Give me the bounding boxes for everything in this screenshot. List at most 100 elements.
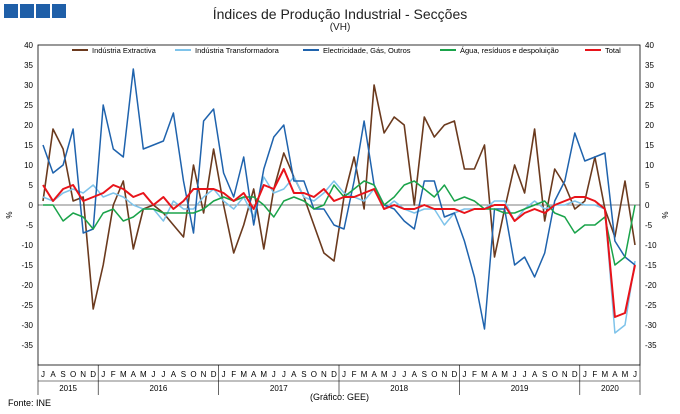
month-label: A bbox=[371, 370, 377, 379]
month-label: J bbox=[151, 370, 155, 379]
y-axis-label-left: % bbox=[5, 211, 14, 218]
y-tick-label-left: -15 bbox=[21, 261, 33, 270]
series-line-total bbox=[42, 168, 636, 318]
month-label: M bbox=[622, 370, 629, 379]
source-note: Fonte: INE bbox=[8, 398, 52, 408]
logo-square-2 bbox=[20, 4, 34, 18]
month-label: S bbox=[181, 370, 186, 379]
month-label: A bbox=[131, 370, 137, 379]
month-label: J bbox=[342, 370, 346, 379]
y-tick-label-left: 35 bbox=[24, 61, 33, 70]
year-label: 2017 bbox=[270, 384, 288, 393]
month-label: O bbox=[311, 370, 317, 379]
month-label: D bbox=[331, 370, 337, 379]
y-tick-label-right: 0 bbox=[645, 201, 650, 210]
logo-square-4 bbox=[52, 4, 66, 18]
month-label: F bbox=[592, 370, 597, 379]
y-tick-label-right: -15 bbox=[645, 261, 657, 270]
month-label: N bbox=[441, 370, 447, 379]
month-label: J bbox=[523, 370, 527, 379]
legend-label-extractive: Indústria Extractiva bbox=[92, 46, 157, 55]
legend-label-electricity: Electricidade, Gás, Outros bbox=[323, 46, 411, 55]
month-label: N bbox=[80, 370, 86, 379]
chart-title: Índices de Produção Industrial - Secções bbox=[212, 6, 468, 22]
y-tick-label-left: -30 bbox=[21, 321, 33, 330]
month-label: D bbox=[90, 370, 96, 379]
month-label: D bbox=[211, 370, 217, 379]
month-label: M bbox=[381, 370, 388, 379]
month-label: M bbox=[120, 370, 127, 379]
y-tick-label-right: 40 bbox=[645, 41, 654, 50]
y-tick-label-left: -35 bbox=[21, 341, 33, 350]
month-label: J bbox=[392, 370, 396, 379]
month-label: F bbox=[231, 370, 236, 379]
month-label: J bbox=[633, 370, 637, 379]
month-label: N bbox=[562, 370, 568, 379]
month-label: O bbox=[190, 370, 196, 379]
legend-label-water: Água, resíduos e despoluição bbox=[460, 46, 559, 55]
month-label: S bbox=[60, 370, 65, 379]
series-line-electricity bbox=[42, 68, 636, 330]
y-tick-label-left: 40 bbox=[24, 41, 33, 50]
y-axis-label-right: % bbox=[661, 211, 670, 218]
month-label: J bbox=[222, 370, 226, 379]
month-label: S bbox=[301, 370, 306, 379]
month-label: N bbox=[321, 370, 327, 379]
y-tick-label-left: -25 bbox=[21, 301, 33, 310]
series-line-extractive bbox=[42, 84, 636, 310]
month-label: M bbox=[361, 370, 368, 379]
month-label: S bbox=[542, 370, 547, 379]
month-label: A bbox=[50, 370, 56, 379]
month-label: D bbox=[451, 370, 457, 379]
month-label: M bbox=[481, 370, 488, 379]
month-label: O bbox=[552, 370, 558, 379]
y-tick-label-right: -25 bbox=[645, 301, 657, 310]
y-tick-label-left: -10 bbox=[21, 241, 33, 250]
month-label: D bbox=[572, 370, 578, 379]
month-label: J bbox=[41, 370, 45, 379]
y-tick-label-right: -35 bbox=[645, 341, 657, 350]
month-label: J bbox=[101, 370, 105, 379]
y-tick-label-left: 25 bbox=[24, 101, 33, 110]
year-label: 2016 bbox=[150, 384, 168, 393]
month-label: M bbox=[501, 370, 508, 379]
month-label: J bbox=[513, 370, 517, 379]
credit-note: (Gráfico: GEE) bbox=[310, 392, 370, 402]
y-tick-label-right: 20 bbox=[645, 121, 654, 130]
year-label: 2020 bbox=[601, 384, 619, 393]
month-label: A bbox=[171, 370, 177, 379]
y-tick-label-right: 10 bbox=[645, 161, 654, 170]
y-tick-label-right: -10 bbox=[645, 241, 657, 250]
month-label: A bbox=[492, 370, 498, 379]
month-label: N bbox=[201, 370, 207, 379]
month-label: J bbox=[161, 370, 165, 379]
legend-label-total: Total bbox=[605, 46, 621, 55]
y-tick-label-left: 0 bbox=[29, 201, 34, 210]
month-label: F bbox=[111, 370, 116, 379]
series-line-manufacturing bbox=[42, 176, 636, 334]
logo-square-1 bbox=[4, 4, 18, 18]
chart-subtitle: (VH) bbox=[329, 22, 351, 33]
y-tick-label-right: 15 bbox=[645, 141, 654, 150]
month-label: M bbox=[602, 370, 609, 379]
month-label: O bbox=[70, 370, 76, 379]
y-tick-label-right: -30 bbox=[645, 321, 657, 330]
month-label: A bbox=[291, 370, 297, 379]
legend-label-manufacturing: Indústria Transformadora bbox=[195, 46, 280, 55]
month-label: S bbox=[422, 370, 427, 379]
y-tick-label-left: -20 bbox=[21, 281, 33, 290]
y-tick-label-left: 30 bbox=[24, 81, 33, 90]
y-tick-label-left: 10 bbox=[24, 161, 33, 170]
month-label: J bbox=[272, 370, 276, 379]
y-tick-label-left: -5 bbox=[26, 221, 34, 230]
y-tick-label-left: 5 bbox=[29, 181, 34, 190]
year-label: 2019 bbox=[511, 384, 529, 393]
month-label: J bbox=[583, 370, 587, 379]
logo-square-3 bbox=[36, 4, 50, 18]
y-tick-label-right: 35 bbox=[645, 61, 654, 70]
year-label: 2018 bbox=[390, 384, 408, 393]
series-line-water bbox=[43, 180, 636, 266]
y-tick-label-right: -5 bbox=[645, 221, 653, 230]
month-label: J bbox=[402, 370, 406, 379]
y-tick-label-right: 30 bbox=[645, 81, 654, 90]
